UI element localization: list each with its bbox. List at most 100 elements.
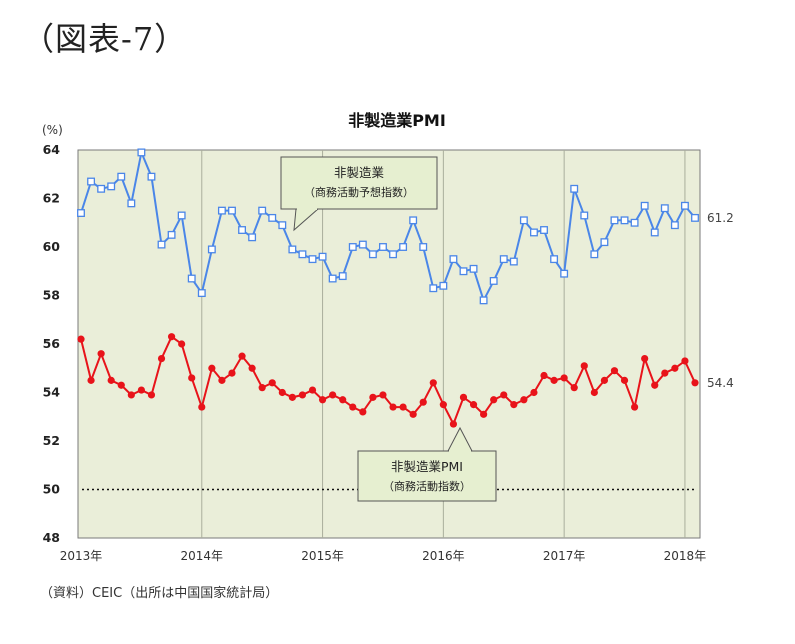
series-group bbox=[77, 148, 699, 428]
series-line-blue bbox=[80, 148, 696, 304]
data-point bbox=[399, 243, 408, 251]
data-point bbox=[630, 218, 639, 227]
data-point bbox=[107, 182, 116, 191]
data-point bbox=[429, 284, 438, 293]
data-point bbox=[580, 362, 588, 370]
data-point bbox=[208, 364, 216, 372]
data-point bbox=[570, 184, 579, 193]
data-point bbox=[610, 216, 619, 225]
x-axis-ticks: 2013年 2014年 2015年 2016年 2017年 2018年 bbox=[60, 549, 706, 563]
data-point bbox=[268, 213, 277, 222]
x-tick-label: 2015年 bbox=[301, 549, 344, 563]
data-point bbox=[117, 172, 126, 181]
data-point bbox=[419, 243, 428, 251]
data-point bbox=[359, 408, 367, 416]
data-point bbox=[459, 393, 468, 401]
callouts: 非製造業 （商務活動予想指数） 非製造業PMI （商務活動指数） bbox=[280, 156, 497, 502]
x-tick-label: 2013年 bbox=[60, 549, 103, 563]
data-point bbox=[671, 364, 679, 372]
data-point bbox=[500, 391, 508, 399]
data-point bbox=[87, 177, 96, 186]
data-point bbox=[167, 230, 176, 239]
data-point bbox=[409, 410, 417, 418]
data-point bbox=[97, 184, 106, 193]
source-note: （資料）CEIC（出所は中国国家統計局） bbox=[40, 586, 279, 601]
data-point bbox=[379, 391, 387, 399]
data-point bbox=[157, 240, 166, 249]
data-point bbox=[379, 243, 387, 251]
data-point bbox=[329, 391, 337, 399]
data-point bbox=[510, 401, 518, 409]
data-point bbox=[439, 401, 447, 409]
data-point bbox=[449, 255, 458, 264]
data-point bbox=[489, 276, 498, 285]
data-point bbox=[328, 274, 337, 283]
end-label-red: 54.4 bbox=[707, 376, 734, 390]
callout-blue: 非製造業 （商務活動予想指数） bbox=[280, 156, 438, 232]
data-point bbox=[238, 352, 246, 360]
callout-title: 非製造業 bbox=[334, 165, 385, 180]
data-point bbox=[499, 255, 508, 264]
data-point bbox=[137, 148, 146, 157]
data-point bbox=[349, 403, 357, 411]
data-point bbox=[187, 274, 196, 283]
x-tick-label: 2018年 bbox=[664, 549, 707, 563]
data-point bbox=[258, 206, 267, 215]
data-point bbox=[248, 364, 256, 372]
data-point bbox=[660, 204, 669, 213]
data-point bbox=[600, 376, 609, 384]
data-point bbox=[368, 250, 377, 259]
data-point bbox=[409, 216, 418, 225]
data-point bbox=[217, 206, 226, 215]
data-point bbox=[580, 211, 589, 220]
y-tick-label: 58 bbox=[43, 288, 60, 303]
data-point bbox=[389, 403, 397, 411]
data-point bbox=[258, 384, 266, 392]
y-tick-label: 62 bbox=[43, 191, 60, 206]
data-point bbox=[550, 255, 559, 264]
data-point bbox=[590, 250, 599, 259]
x-tick-label: 2016年 bbox=[422, 549, 465, 563]
data-point bbox=[530, 388, 538, 397]
data-point bbox=[530, 228, 538, 237]
callout-title: 非製造業PMI bbox=[391, 459, 463, 474]
data-point bbox=[318, 396, 327, 404]
y-tick-label: 60 bbox=[43, 239, 61, 254]
data-point bbox=[188, 374, 196, 382]
data-point bbox=[651, 381, 659, 389]
data-point bbox=[509, 257, 518, 266]
data-point bbox=[640, 201, 649, 210]
callout-red: 非製造業PMI （商務活動指数） bbox=[357, 426, 497, 502]
data-point bbox=[278, 388, 286, 397]
data-point bbox=[127, 199, 136, 208]
data-point bbox=[590, 388, 598, 397]
data-point bbox=[167, 333, 176, 341]
data-point bbox=[228, 369, 236, 377]
data-point bbox=[691, 379, 699, 387]
data-point bbox=[480, 410, 488, 418]
data-point bbox=[339, 396, 347, 404]
data-point bbox=[670, 221, 679, 230]
data-point bbox=[107, 376, 115, 384]
data-point bbox=[268, 379, 276, 387]
data-point bbox=[680, 201, 689, 210]
data-point bbox=[641, 354, 649, 363]
data-point bbox=[157, 354, 166, 363]
data-point bbox=[228, 206, 236, 215]
data-point bbox=[631, 403, 639, 411]
data-point bbox=[650, 228, 659, 237]
data-point bbox=[490, 396, 498, 404]
data-point bbox=[369, 393, 377, 401]
data-point bbox=[560, 374, 568, 382]
y-tick-label: 64 bbox=[43, 142, 61, 157]
data-point bbox=[550, 376, 558, 384]
y-tick-label: 56 bbox=[43, 336, 61, 351]
data-point bbox=[318, 252, 327, 261]
data-point bbox=[198, 403, 206, 411]
chart-title: 非製造業PMI bbox=[348, 111, 446, 130]
data-point bbox=[308, 255, 317, 264]
data-point bbox=[147, 391, 156, 399]
data-point bbox=[178, 340, 186, 348]
data-point bbox=[681, 357, 689, 365]
